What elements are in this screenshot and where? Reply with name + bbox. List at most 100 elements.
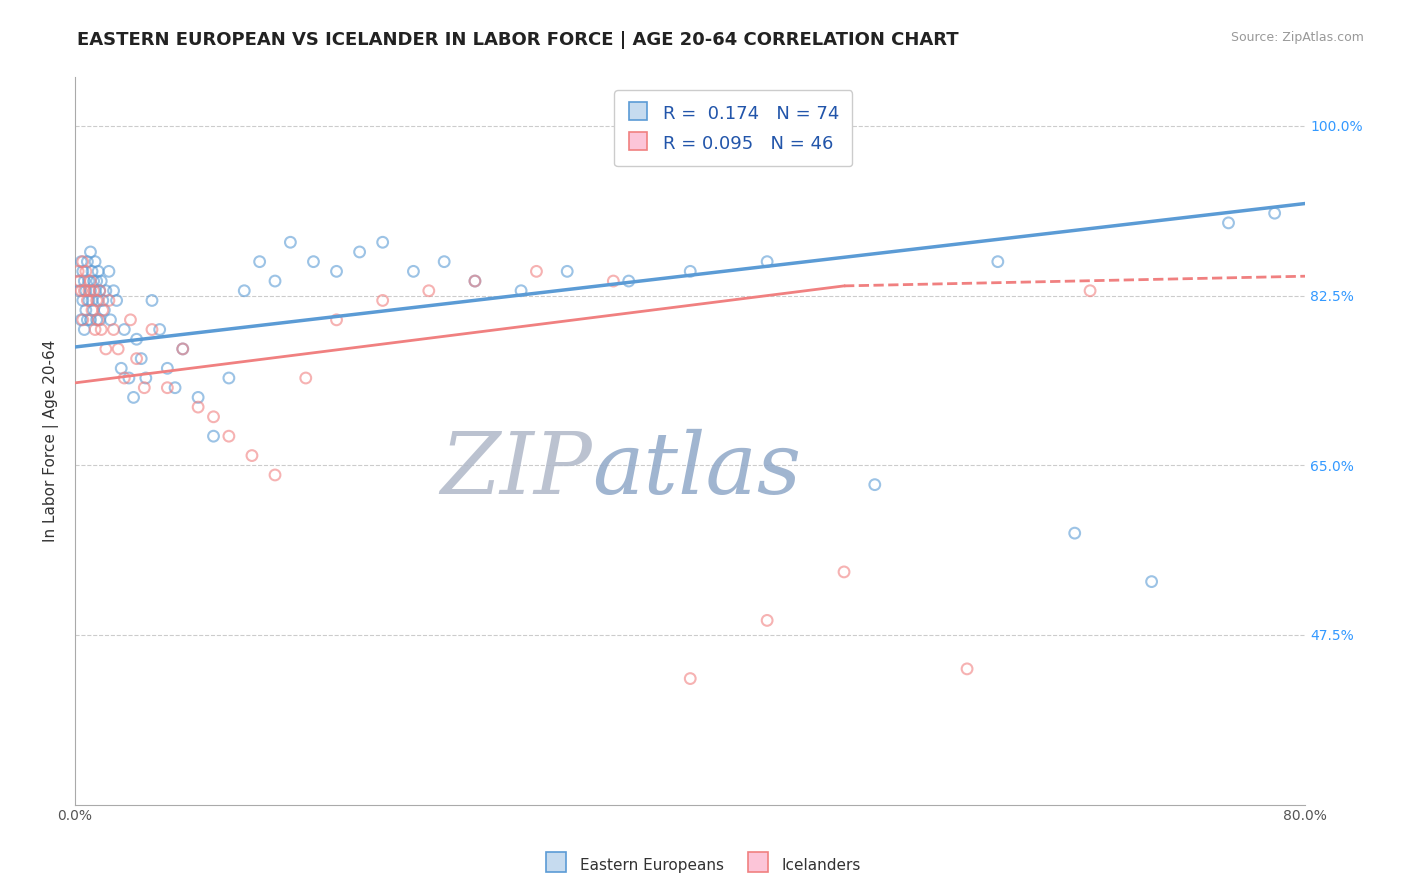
Point — [84, 322, 107, 336]
Point — [72, 313, 94, 327]
Y-axis label: In Labor Force | Age 20-64: In Labor Force | Age 20-64 — [44, 340, 59, 542]
Point — [371, 235, 394, 250]
Point — [76, 254, 98, 268]
Point — [679, 672, 702, 686]
Point — [433, 254, 456, 268]
Point — [83, 303, 105, 318]
Point — [294, 371, 316, 385]
Point — [418, 284, 440, 298]
Point — [77, 274, 100, 288]
Point — [103, 284, 125, 298]
Point — [120, 313, 142, 327]
Point — [956, 662, 979, 676]
Point — [84, 284, 107, 298]
Point — [135, 371, 157, 385]
Point — [75, 284, 97, 298]
Point — [70, 254, 93, 268]
Point — [510, 284, 533, 298]
Point — [75, 303, 97, 318]
Point — [756, 254, 779, 268]
Point — [218, 429, 240, 443]
Point — [832, 565, 855, 579]
Point — [79, 284, 101, 298]
Point — [134, 381, 156, 395]
Point — [987, 254, 1010, 268]
Point — [1264, 206, 1286, 220]
Point — [464, 274, 486, 288]
Point — [80, 293, 103, 308]
Text: Source: ZipAtlas.com: Source: ZipAtlas.com — [1230, 31, 1364, 45]
Point — [187, 391, 209, 405]
Point — [67, 274, 90, 288]
Point — [863, 477, 886, 491]
Point — [129, 351, 152, 366]
Point — [94, 284, 117, 298]
Point — [679, 264, 702, 278]
Point — [70, 284, 93, 298]
Point — [89, 284, 111, 298]
Point — [110, 361, 132, 376]
Point — [87, 313, 110, 327]
Point — [118, 371, 141, 385]
Point — [249, 254, 271, 268]
Point — [125, 332, 148, 346]
Point — [76, 313, 98, 327]
Point — [149, 322, 172, 336]
Point — [93, 303, 115, 318]
Point — [1078, 284, 1101, 298]
Point — [1063, 526, 1085, 541]
Point — [100, 313, 122, 327]
Point — [69, 274, 91, 288]
Legend: Eastern Europeans, Icelanders: Eastern Europeans, Icelanders — [538, 849, 868, 880]
Point — [264, 274, 287, 288]
Point — [402, 264, 425, 278]
Point — [72, 254, 94, 268]
Point — [84, 254, 107, 268]
Point — [280, 235, 302, 250]
Point — [141, 322, 163, 336]
Point — [77, 284, 100, 298]
Point — [156, 381, 179, 395]
Text: EASTERN EUROPEAN VS ICELANDER IN LABOR FORCE | AGE 20-64 CORRELATION CHART: EASTERN EUROPEAN VS ICELANDER IN LABOR F… — [77, 31, 959, 49]
Point — [125, 351, 148, 366]
Point — [617, 274, 640, 288]
Point — [97, 264, 120, 278]
Point — [141, 293, 163, 308]
Point — [97, 293, 120, 308]
Point — [112, 371, 135, 385]
Point — [756, 614, 779, 628]
Point — [77, 293, 100, 308]
Point — [172, 342, 194, 356]
Point — [464, 274, 486, 288]
Point — [218, 371, 240, 385]
Point — [172, 342, 194, 356]
Point — [233, 284, 256, 298]
Legend: R =  0.174   N = 74, R = 0.095   N = 46: R = 0.174 N = 74, R = 0.095 N = 46 — [614, 90, 852, 166]
Point — [86, 274, 108, 288]
Point — [1218, 216, 1240, 230]
Point — [80, 264, 103, 278]
Point — [73, 274, 96, 288]
Point — [240, 449, 263, 463]
Point — [69, 284, 91, 298]
Point — [371, 293, 394, 308]
Point — [79, 244, 101, 259]
Point — [107, 342, 129, 356]
Point — [67, 264, 90, 278]
Point — [555, 264, 578, 278]
Point — [90, 322, 112, 336]
Point — [349, 244, 371, 259]
Point — [325, 264, 347, 278]
Point — [73, 284, 96, 298]
Point — [302, 254, 325, 268]
Point — [75, 264, 97, 278]
Point — [80, 303, 103, 318]
Point — [89, 284, 111, 298]
Point — [86, 293, 108, 308]
Point — [202, 409, 225, 424]
Point — [83, 284, 105, 298]
Point — [165, 381, 187, 395]
Point — [325, 313, 347, 327]
Point — [94, 342, 117, 356]
Point — [526, 264, 548, 278]
